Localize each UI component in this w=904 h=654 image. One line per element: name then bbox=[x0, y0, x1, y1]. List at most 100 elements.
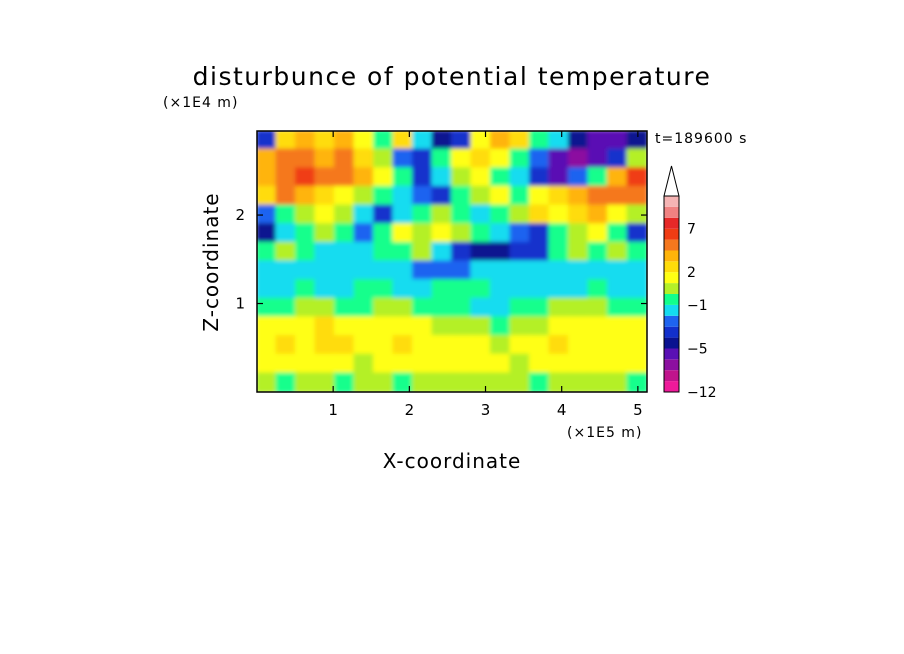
heatmap-cell bbox=[392, 297, 414, 319]
heatmap-cell bbox=[275, 260, 297, 282]
heatmap-cell bbox=[257, 131, 278, 151]
heatmap-cell bbox=[334, 223, 356, 244]
heatmap-cell bbox=[509, 279, 531, 300]
colorbar-segment bbox=[664, 304, 679, 316]
heatmap-cell bbox=[451, 353, 473, 375]
heatmap-cell bbox=[626, 131, 647, 151]
heatmap-cell bbox=[275, 204, 297, 226]
heatmap-cell bbox=[392, 353, 414, 375]
heatmap-cell bbox=[529, 223, 551, 244]
colorbar-segment bbox=[664, 348, 679, 360]
heatmap-cell bbox=[373, 223, 395, 244]
x-unit-label: (×1E5 m) bbox=[567, 425, 642, 441]
heatmap-cell bbox=[275, 372, 297, 392]
heatmap-cell bbox=[587, 241, 609, 263]
heatmap-cell bbox=[295, 185, 317, 207]
heatmap-cell bbox=[509, 316, 531, 337]
heatmap-cell bbox=[314, 241, 336, 263]
heatmap-cell bbox=[257, 260, 278, 282]
x-axis-label: X-coordinate bbox=[383, 449, 522, 473]
heatmap-cell bbox=[529, 353, 551, 375]
heatmap-cell bbox=[509, 335, 531, 356]
heatmap-cell bbox=[314, 260, 336, 282]
y-tick-label: 1 bbox=[235, 295, 245, 313]
heatmap-cell bbox=[275, 223, 297, 244]
heatmap-cell bbox=[295, 353, 317, 375]
heatmap-cell bbox=[373, 372, 395, 392]
heatmap-cell bbox=[431, 353, 453, 375]
heatmap-cell bbox=[431, 148, 453, 170]
heatmap-cell bbox=[529, 131, 551, 151]
heatmap-cell bbox=[626, 148, 647, 170]
heatmap-cell bbox=[392, 372, 414, 392]
heatmap-cell bbox=[607, 185, 629, 207]
heatmap-cell bbox=[314, 353, 336, 375]
heatmap-cell bbox=[568, 241, 590, 263]
heatmap-cell bbox=[548, 372, 570, 392]
heatmap-cell bbox=[451, 131, 473, 151]
heatmap-cell bbox=[509, 167, 531, 188]
heatmap-cell bbox=[490, 148, 512, 170]
heatmap-cell bbox=[431, 204, 453, 226]
heatmap-cell bbox=[607, 353, 629, 375]
colorbar-segment bbox=[664, 206, 679, 218]
heatmap-cell bbox=[607, 297, 629, 319]
heatmap-cell bbox=[392, 185, 414, 207]
heatmap-cell bbox=[257, 185, 278, 207]
heatmap-cell bbox=[314, 185, 336, 207]
heatmap-cell bbox=[257, 353, 278, 375]
heatmap-cell bbox=[568, 279, 590, 300]
heatmap-cell bbox=[509, 223, 531, 244]
plot-frame bbox=[256, 130, 648, 393]
heatmap-cell bbox=[431, 279, 453, 300]
heatmap-cell bbox=[587, 131, 609, 151]
colorbar-segment bbox=[664, 381, 679, 392]
heatmap-cell bbox=[529, 335, 551, 356]
colorbar-segment bbox=[664, 217, 679, 229]
colorbar-segment bbox=[664, 250, 679, 262]
x-tick-label: 5 bbox=[633, 401, 643, 419]
heatmap-cell bbox=[412, 353, 434, 375]
heatmap-cell bbox=[295, 223, 317, 244]
heatmap-cell bbox=[334, 260, 356, 282]
heatmap-cell bbox=[431, 260, 453, 282]
heatmap-cell bbox=[529, 260, 551, 282]
heatmap-cell bbox=[353, 241, 375, 263]
colorbar-label: −12 bbox=[687, 385, 717, 401]
heatmap-cell bbox=[626, 204, 647, 226]
heatmap-cell bbox=[257, 204, 278, 226]
heatmap-cell bbox=[412, 297, 434, 319]
heatmap-cell bbox=[275, 335, 297, 356]
heatmap-cell bbox=[314, 372, 336, 392]
heatmap-cell bbox=[626, 316, 647, 337]
heatmap-cell bbox=[509, 297, 531, 319]
heatmap-cell bbox=[257, 279, 278, 300]
heatmap-cell bbox=[470, 148, 492, 170]
heatmap-cell bbox=[334, 353, 356, 375]
colorbar-segment bbox=[664, 337, 679, 349]
heatmap-cell bbox=[373, 353, 395, 375]
heatmap-cell bbox=[412, 148, 434, 170]
heatmap-cell bbox=[607, 204, 629, 226]
heatmap-cell bbox=[626, 241, 647, 263]
heatmap-cell bbox=[373, 131, 395, 151]
heatmap-cell bbox=[373, 316, 395, 337]
heatmap-cell bbox=[470, 372, 492, 392]
heatmap-cell bbox=[373, 148, 395, 170]
colorbar-segment bbox=[664, 239, 679, 251]
heatmap-cell bbox=[568, 148, 590, 170]
heatmap-cell bbox=[470, 223, 492, 244]
heatmap-cell bbox=[275, 131, 297, 151]
heatmap-cell bbox=[257, 316, 278, 337]
heatmap-cell bbox=[529, 297, 551, 319]
heatmap-cell bbox=[412, 372, 434, 392]
heatmap-cell bbox=[373, 204, 395, 226]
colorbar-segment bbox=[664, 228, 679, 240]
heatmap-cell bbox=[509, 131, 531, 151]
heatmap-cell bbox=[607, 167, 629, 188]
heatmap-cell bbox=[257, 241, 278, 263]
chart-title: disturbunce of potential temperature bbox=[193, 62, 712, 91]
heatmap-cell bbox=[509, 185, 531, 207]
heatmap-cell bbox=[568, 204, 590, 226]
heatmap-cell bbox=[470, 353, 492, 375]
